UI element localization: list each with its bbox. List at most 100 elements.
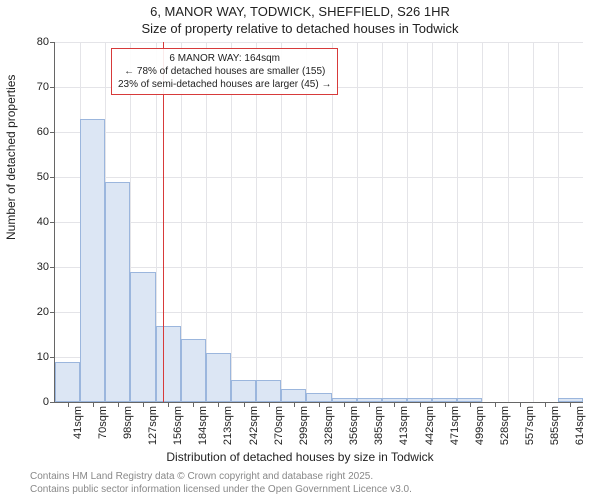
xtick-label: 242sqm xyxy=(248,406,260,445)
gridline-h xyxy=(55,132,583,133)
xtick-mark xyxy=(570,402,571,407)
xtick-label: 557sqm xyxy=(524,406,536,445)
ytick-label: 10 xyxy=(25,351,49,363)
xtick-mark xyxy=(93,402,94,407)
xtick-label: 385sqm xyxy=(373,406,385,445)
histogram-bar xyxy=(206,353,231,403)
xtick-mark xyxy=(394,402,395,407)
histogram-bar xyxy=(231,380,256,403)
ytick-mark xyxy=(50,132,55,133)
xtick-label: 328sqm xyxy=(323,406,335,445)
gridline-v xyxy=(558,42,559,402)
histogram-bar xyxy=(80,119,105,403)
gridline-v xyxy=(508,42,509,402)
xtick-mark xyxy=(68,402,69,407)
annotation-line1: 6 MANOR WAY: 164sqm xyxy=(118,52,331,65)
footer-line2: Contains public sector information licen… xyxy=(30,484,412,497)
annotation-box: 6 MANOR WAY: 164sqm← 78% of detached hou… xyxy=(111,48,338,95)
marker-line xyxy=(163,42,164,402)
xtick-label: 213sqm xyxy=(222,406,234,445)
xtick-mark xyxy=(319,402,320,407)
histogram-bar xyxy=(256,380,281,403)
xtick-label: 413sqm xyxy=(398,406,410,445)
xtick-label: 70sqm xyxy=(97,406,109,439)
ytick-mark xyxy=(50,402,55,403)
ytick-label: 40 xyxy=(25,216,49,228)
gridline-h xyxy=(55,42,583,43)
ytick-label: 20 xyxy=(25,306,49,318)
xtick-label: 614sqm xyxy=(574,406,586,445)
page-title-line2: Size of property relative to detached ho… xyxy=(0,21,600,36)
gridline-v xyxy=(457,42,458,402)
histogram-bar xyxy=(181,339,206,402)
gridline-v xyxy=(332,42,333,402)
ytick-mark xyxy=(50,222,55,223)
histogram-bar xyxy=(55,362,80,403)
xtick-mark xyxy=(344,402,345,407)
xtick-mark xyxy=(520,402,521,407)
gridline-h xyxy=(55,267,583,268)
gridline-h xyxy=(55,222,583,223)
gridline-v xyxy=(357,42,358,402)
xtick-label: 156sqm xyxy=(172,406,184,445)
ytick-label: 70 xyxy=(25,81,49,93)
ytick-label: 80 xyxy=(25,36,49,48)
histogram-bar xyxy=(130,272,155,403)
xtick-mark xyxy=(244,402,245,407)
ytick-mark xyxy=(50,267,55,268)
annotation-line2: ← 78% of detached houses are smaller (15… xyxy=(118,65,331,78)
xtick-label: 499sqm xyxy=(474,406,486,445)
xtick-label: 585sqm xyxy=(549,406,561,445)
gridline-v xyxy=(306,42,307,402)
histogram-bar xyxy=(156,326,181,403)
gridline-v xyxy=(533,42,534,402)
footer-line1: Contains HM Land Registry data © Crown c… xyxy=(30,471,412,484)
chart-plot-area: 0102030405060708041sqm70sqm98sqm127sqm15… xyxy=(54,42,583,403)
xtick-mark xyxy=(470,402,471,407)
xtick-mark xyxy=(168,402,169,407)
ytick-mark xyxy=(50,357,55,358)
xtick-label: 41sqm xyxy=(72,406,84,439)
gridline-h xyxy=(55,177,583,178)
ytick-mark xyxy=(50,87,55,88)
xtick-mark xyxy=(143,402,144,407)
page-title-line1: 6, MANOR WAY, TODWICK, SHEFFIELD, S26 1H… xyxy=(0,4,600,19)
annotation-line3: 23% of semi-detached houses are larger (… xyxy=(118,78,331,91)
xtick-mark xyxy=(294,402,295,407)
xtick-mark xyxy=(369,402,370,407)
ytick-label: 50 xyxy=(25,171,49,183)
y-axis-label: Number of detached properties xyxy=(4,75,18,240)
ytick-label: 60 xyxy=(25,126,49,138)
gridline-v xyxy=(256,42,257,402)
ytick-label: 30 xyxy=(25,261,49,273)
xtick-label: 528sqm xyxy=(499,406,511,445)
xtick-mark xyxy=(193,402,194,407)
xtick-label: 356sqm xyxy=(348,406,360,445)
histogram-bar xyxy=(306,393,331,402)
gridline-v xyxy=(432,42,433,402)
ytick-mark xyxy=(50,177,55,178)
histogram-bar xyxy=(105,182,130,403)
gridline-v xyxy=(482,42,483,402)
xtick-mark xyxy=(495,402,496,407)
x-axis-label: Distribution of detached houses by size … xyxy=(0,450,600,464)
xtick-label: 98sqm xyxy=(122,406,134,439)
xtick-mark xyxy=(218,402,219,407)
ytick-mark xyxy=(50,312,55,313)
gridline-v xyxy=(206,42,207,402)
xtick-label: 299sqm xyxy=(298,406,310,445)
xtick-mark xyxy=(269,402,270,407)
gridline-v xyxy=(231,42,232,402)
footer-attribution: Contains HM Land Registry data © Crown c… xyxy=(30,471,412,496)
gridline-v xyxy=(407,42,408,402)
xtick-label: 184sqm xyxy=(197,406,209,445)
ytick-label: 0 xyxy=(25,396,49,408)
gridline-v xyxy=(382,42,383,402)
gridline-v xyxy=(281,42,282,402)
histogram-bar xyxy=(281,389,306,403)
xtick-label: 127sqm xyxy=(147,406,159,445)
xtick-mark xyxy=(420,402,421,407)
xtick-label: 471sqm xyxy=(449,406,461,445)
xtick-label: 270sqm xyxy=(273,406,285,445)
xtick-mark xyxy=(445,402,446,407)
